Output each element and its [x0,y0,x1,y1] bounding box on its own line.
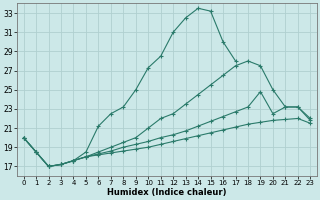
X-axis label: Humidex (Indice chaleur): Humidex (Indice chaleur) [107,188,227,197]
